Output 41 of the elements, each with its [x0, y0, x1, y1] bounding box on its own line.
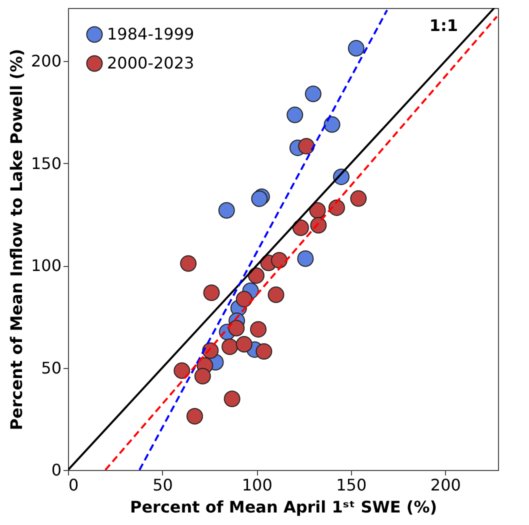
point — [203, 284, 220, 301]
annotation: 1:1 — [429, 16, 458, 35]
y-tick-label: 200 — [30, 52, 62, 71]
legend-label: 1984-1999 — [107, 24, 194, 44]
point — [348, 40, 364, 56]
point — [250, 321, 267, 338]
x-tick-label: 200 — [430, 476, 461, 494]
x-axis-title: Percent of Mean April 1ˢᵗ SWE (%) — [130, 498, 438, 516]
point — [180, 255, 197, 272]
x-tick-label: 100 — [242, 476, 272, 494]
y-axis-title: Percent of Mean Inflow to Lake Powell (%) — [6, 48, 26, 430]
point — [310, 217, 327, 234]
point — [292, 220, 309, 236]
point — [298, 138, 315, 154]
point — [304, 86, 322, 102]
y-tick-label: 150 — [30, 154, 62, 173]
point — [222, 338, 238, 355]
point — [268, 286, 284, 304]
point — [194, 368, 211, 384]
point — [228, 320, 245, 336]
point — [286, 106, 304, 124]
point — [218, 202, 235, 219]
point — [256, 343, 272, 360]
point — [324, 116, 340, 133]
point — [270, 252, 288, 268]
point — [248, 267, 264, 284]
point — [236, 290, 252, 308]
point — [224, 390, 240, 408]
y-tick-label: 100 — [30, 256, 62, 276]
point — [350, 190, 367, 207]
point — [297, 250, 314, 267]
x-tick-label: 50 — [152, 476, 173, 494]
x-tick-label: 0 — [68, 476, 79, 494]
point — [236, 336, 252, 353]
x-tick-label: 150 — [336, 476, 367, 494]
y-tick-label: 50 — [41, 358, 62, 378]
point — [186, 408, 203, 424]
legend-label: 2000-2023 — [107, 54, 194, 72]
point — [174, 362, 190, 379]
y-tick-label: 0 — [51, 460, 62, 480]
point — [309, 202, 326, 219]
